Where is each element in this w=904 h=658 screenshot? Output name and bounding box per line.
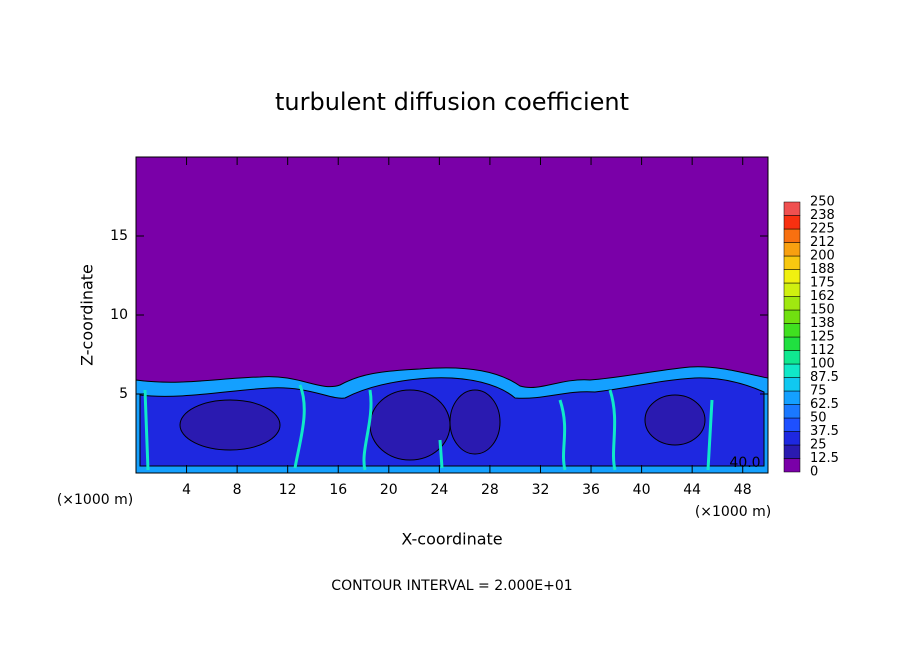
chart-title: turbulent diffusion coefficient (275, 88, 629, 116)
x-tick-label: 36 (582, 482, 600, 498)
field-eddy (449, 389, 501, 455)
colorbar-label: 112 (810, 343, 835, 358)
y-axis-label: Z-coordinate (78, 264, 97, 366)
x-tick-label: 20 (380, 482, 398, 498)
colorbar-label: 50 (810, 411, 827, 426)
colorbar-cell (783, 377, 801, 392)
y-tick-label: 15 (110, 228, 128, 244)
colorbar-label: 212 (810, 235, 835, 250)
colorbar-cell (783, 458, 801, 473)
colorbar-cell (783, 350, 801, 365)
colorbar-cell (783, 201, 801, 216)
y-tick-label: 5 (119, 386, 128, 402)
colorbar-label: 200 (810, 249, 835, 264)
colorbar-label: 162 (810, 289, 835, 304)
field-eddy (179, 399, 281, 451)
field-eddy (644, 394, 706, 446)
x-tick-label: 24 (430, 482, 448, 498)
colorbar-label: 175 (810, 276, 835, 291)
colorbar-cell (783, 390, 801, 405)
x-axis-label: X-coordinate (401, 530, 502, 549)
field-eddy (369, 389, 451, 461)
x-tick-label: 8 (233, 482, 242, 498)
colorbar-cell (783, 215, 801, 230)
contour-field (135, 156, 769, 474)
x-tick-label: 16 (329, 482, 347, 498)
x-tick-label: 44 (683, 482, 701, 498)
colorbar-cell (783, 323, 801, 338)
footer-note: CONTOUR INTERVAL = 2.000E+01 (331, 578, 572, 594)
colorbar-label: 188 (810, 262, 835, 277)
colorbar-cell (783, 431, 801, 446)
colorbar-label: 62.5 (810, 397, 839, 412)
colorbar-label: 225 (810, 222, 835, 237)
x-tick-label: 32 (532, 482, 550, 498)
annotation: 40.0 (729, 455, 760, 471)
colorbar-label: 0 (810, 465, 818, 480)
colorbar-label: 87.5 (810, 370, 839, 385)
colorbar-label: 100 (810, 357, 835, 372)
field-strand (143, 384, 714, 471)
x-tick-label: 28 (481, 482, 499, 498)
y-tick-label: 10 (110, 307, 128, 323)
colorbar-cell (783, 417, 801, 432)
colorbar-label: 12.5 (810, 451, 839, 466)
x-tick-label: 4 (182, 482, 191, 498)
colorbar-cell (783, 282, 801, 297)
colorbar-cell (783, 296, 801, 311)
colorbar-label: 37.5 (810, 424, 839, 439)
colorbar-cell (783, 242, 801, 257)
x-unit: (×1000 m) (57, 492, 133, 508)
colorbar-label: 75 (810, 384, 827, 399)
x-tick-label: 12 (279, 482, 297, 498)
colorbar-label: 250 (810, 195, 835, 210)
colorbar-cell (783, 269, 801, 284)
colorbar-cell (783, 228, 801, 243)
colorbar-cell (783, 336, 801, 351)
x-unit: (×1000 m) (695, 504, 771, 520)
colorbar-cell (783, 255, 801, 270)
colorbar-cell (783, 363, 801, 378)
colorbar-label: 125 (810, 330, 835, 345)
colorbar-label: 238 (810, 208, 835, 223)
x-tick-label: 40 (633, 482, 651, 498)
colorbar-label: 138 (810, 316, 835, 331)
colorbar-label: 25 (810, 438, 827, 453)
colorbar-cell (783, 309, 801, 324)
colorbar-cell (783, 404, 801, 419)
x-tick-label: 48 (734, 482, 752, 498)
colorbar-cell (783, 444, 801, 459)
colorbar-label: 150 (810, 303, 835, 318)
